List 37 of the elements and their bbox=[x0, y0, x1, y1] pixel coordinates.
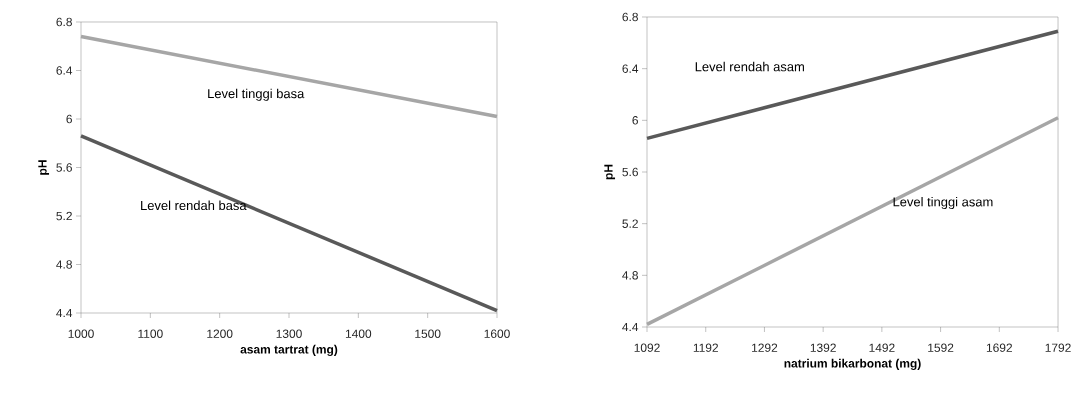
y-tick-label: 5.6 bbox=[56, 163, 72, 172]
y-tick-label: 4.8 bbox=[622, 271, 638, 280]
y-axis-title: pH bbox=[604, 164, 616, 180]
y-tick-label: 4.4 bbox=[622, 322, 639, 332]
y-tick-label: 6.4 bbox=[622, 64, 639, 73]
y-tick-label: 5.2 bbox=[622, 219, 638, 228]
series-label: Level rendah asam bbox=[695, 61, 804, 72]
y-tick-label: 5.6 bbox=[622, 167, 638, 177]
y-tick-label: 6.8 bbox=[56, 17, 72, 27]
x-tick-label: 1300 bbox=[276, 329, 302, 338]
y-tick-label: 5.2 bbox=[56, 211, 72, 221]
y-tick-label: 6 bbox=[632, 116, 638, 125]
x-tick-label: 1392 bbox=[810, 343, 836, 352]
x-tick-label: 1492 bbox=[869, 343, 895, 352]
y-tick-label: 6 bbox=[66, 114, 72, 124]
x-tick-label: 1592 bbox=[928, 343, 954, 352]
x-axis-title: natrium bikarbonat (mg) bbox=[784, 358, 921, 371]
x-axis-title: asam tartrat (mg) bbox=[240, 344, 338, 357]
y-axis-title: pH bbox=[38, 160, 50, 175]
y-tick-label: 6.8 bbox=[622, 12, 638, 22]
y-tick-label: 4.4 bbox=[56, 308, 73, 318]
x-tick-label: 1200 bbox=[207, 329, 233, 338]
x-tick-label: 1092 bbox=[634, 343, 660, 352]
series-label: Level rendah basa bbox=[141, 200, 247, 211]
y-tick-label: 6.4 bbox=[56, 66, 73, 75]
x-tick-label: 1192 bbox=[693, 343, 718, 352]
x-tick-label: 1000 bbox=[68, 329, 94, 338]
y-tick-label: 4.8 bbox=[56, 260, 72, 269]
x-tick-label: 1100 bbox=[138, 329, 163, 338]
x-tick-label: 1692 bbox=[986, 343, 1012, 352]
x-tick-label: 1600 bbox=[484, 329, 510, 338]
x-tick-label: 1292 bbox=[752, 343, 778, 352]
x-tick-label: 1400 bbox=[345, 329, 372, 338]
x-tick-label: 1792 bbox=[1045, 343, 1071, 352]
series-label: Level tinggi asam bbox=[893, 196, 993, 210]
x-tick-label: 1500 bbox=[415, 329, 441, 338]
series-label: Level tinggi basa bbox=[208, 88, 305, 101]
